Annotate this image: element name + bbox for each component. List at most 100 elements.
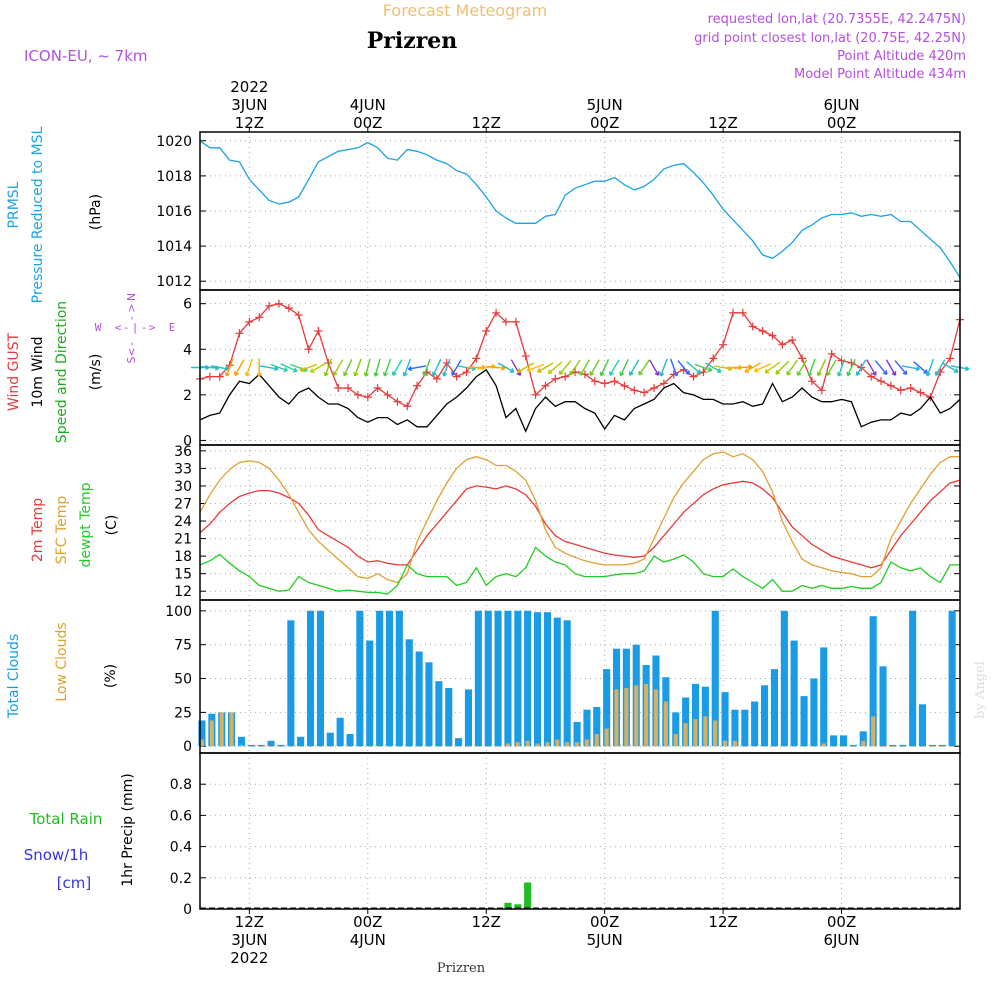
ytick-label: 2 <box>183 388 192 404</box>
low-clouds-bar <box>377 746 382 747</box>
low-clouds-bar <box>278 746 283 747</box>
low-clouds-bar <box>831 746 836 747</box>
low-clouds-bar <box>811 746 816 747</box>
wind-direction-arrow <box>383 358 392 377</box>
low-clouds-bar <box>535 743 540 747</box>
low-clouds-bar <box>713 720 718 747</box>
total-clouds-bar <box>948 610 956 747</box>
wind-direction-arrow <box>323 358 333 377</box>
wind-direction-arrow <box>733 364 753 370</box>
ytick-label: 50 <box>174 672 192 688</box>
wind-direction-arrow <box>332 359 344 376</box>
gust-marker <box>561 372 570 381</box>
compass-glyph: E <box>169 321 176 334</box>
total-clouds-bar <box>770 669 778 747</box>
low-clouds-bar <box>466 746 471 747</box>
wind-direction-arrow <box>373 358 381 377</box>
wind-direction-arrow <box>299 363 318 373</box>
compass-glyph: | <box>132 321 139 334</box>
time-label: 00Z <box>827 114 856 132</box>
total-rain-bar <box>504 902 512 909</box>
gust-marker <box>344 384 353 393</box>
total-clouds-bar <box>810 678 818 747</box>
total-clouds-bar <box>514 610 522 747</box>
time-label: 6JUN <box>823 96 859 114</box>
ytick-label: 6 <box>183 297 192 313</box>
clouds-panel: 0 25 50 75 100 <box>165 599 961 755</box>
total-clouds-bar <box>849 744 857 747</box>
total-clouds-bar <box>869 616 877 747</box>
gust-marker <box>255 313 264 322</box>
total-clouds-bar <box>366 640 374 747</box>
gust-marker <box>511 317 520 326</box>
total-clouds-bar <box>464 689 472 747</box>
ytick-label: 0 <box>183 739 192 755</box>
low-clouds-bar <box>723 740 728 747</box>
wind-direction-arrow <box>807 358 816 377</box>
wind-direction-arrow <box>487 365 506 371</box>
panel-frame <box>199 752 961 910</box>
gust-marker <box>758 327 767 336</box>
low-clouds-bar <box>762 746 767 747</box>
gust-marker <box>245 317 254 326</box>
wind-direction-arrow <box>775 360 790 375</box>
low-clouds-bar <box>910 746 915 747</box>
total-clouds-bar <box>346 734 354 747</box>
wind-direction-arrow <box>796 359 808 376</box>
gust-marker <box>877 377 886 386</box>
low-clouds-bar <box>407 746 412 747</box>
gust-marker <box>265 301 274 310</box>
total-clouds-bar <box>534 612 542 747</box>
wind-direction-arrow <box>210 365 230 372</box>
wind-direction-arrow <box>941 362 959 373</box>
time-label: 3JUN <box>231 96 267 114</box>
ytick-label: 1020 <box>156 134 192 150</box>
total-clouds-bar <box>415 651 423 747</box>
gust-marker <box>472 354 481 363</box>
low-clouds-bar <box>920 746 925 747</box>
low-clouds-bar <box>525 740 530 747</box>
wind-direction-arrow <box>925 358 935 377</box>
gust-marker <box>748 322 757 331</box>
time-label: 00Z <box>353 913 382 931</box>
gust-marker <box>946 354 955 363</box>
compass-glyph: - <box>123 321 130 334</box>
low-clouds-bar <box>259 746 264 747</box>
ytick-label: 75 <box>174 638 192 654</box>
total-clouds-bar <box>455 738 463 747</box>
gust-marker <box>334 384 343 393</box>
wind-direction-arrow <box>648 359 660 376</box>
total-rain-label: Total Rain <box>29 810 103 828</box>
total-clouds-bar <box>691 683 699 747</box>
total-clouds-bar <box>198 720 206 747</box>
ytick-label: 1012 <box>156 274 192 290</box>
ytick-label: 30 <box>174 479 192 495</box>
time-label: 6JUN <box>823 931 859 949</box>
gust-marker <box>531 390 540 399</box>
wind-direction-arrow <box>686 361 702 374</box>
gust-marker <box>383 390 392 399</box>
wind-direction-arrow <box>837 358 846 377</box>
low-clouds-bar <box>634 685 639 747</box>
wind-direction-arrow <box>517 362 534 373</box>
gust-marker <box>788 336 797 345</box>
gust-marker <box>304 345 313 354</box>
low-clouds-bar <box>940 746 945 747</box>
gust-marker <box>294 311 303 320</box>
low-clouds-bar <box>199 739 204 747</box>
low-clouds-bar <box>555 739 560 747</box>
compass-glyph: N <box>125 293 138 301</box>
ytick-label: 18 <box>174 549 192 565</box>
low-clouds-bar <box>930 746 935 747</box>
wind-panel: 0 2 4 6 <box>183 289 970 449</box>
ytick-label: 0.6 <box>170 808 192 824</box>
ytick-label: 21 <box>174 532 192 548</box>
wind-unit: (m/s) <box>88 354 104 391</box>
wind-direction-arrow <box>422 358 431 377</box>
wind-direction-arrow <box>619 359 629 377</box>
low-clouds-bar <box>486 746 491 747</box>
time-label: 00Z <box>590 913 619 931</box>
gust-marker <box>896 386 905 395</box>
ytick-label: 24 <box>174 514 192 530</box>
